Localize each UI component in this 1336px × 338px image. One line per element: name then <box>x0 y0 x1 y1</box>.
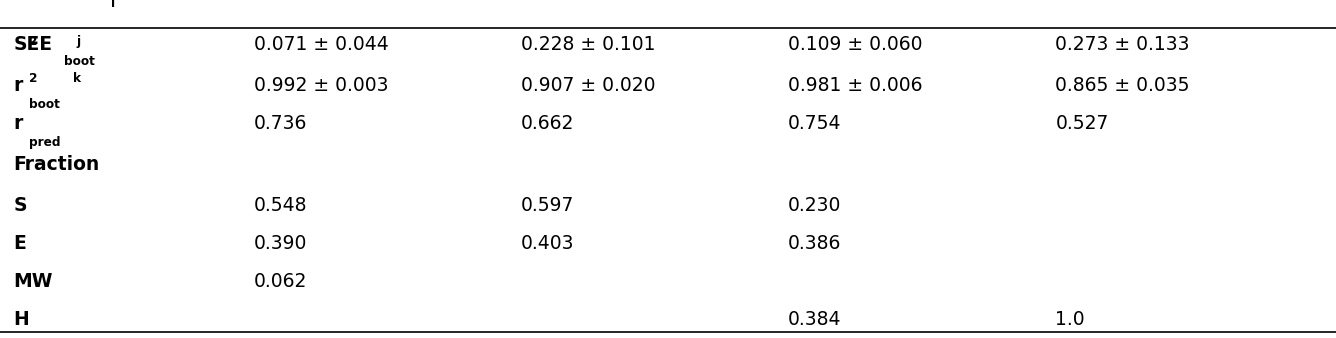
Text: j: j <box>76 34 80 48</box>
Text: boot: boot <box>64 55 95 68</box>
Text: 0.403: 0.403 <box>521 234 574 253</box>
Text: S: S <box>13 196 27 215</box>
Text: 0.384: 0.384 <box>788 310 842 329</box>
Text: 0.754: 0.754 <box>788 114 842 133</box>
Text: 2: 2 <box>29 34 37 48</box>
Text: 0.981 ± 0.006: 0.981 ± 0.006 <box>788 76 923 95</box>
Text: MW: MW <box>13 272 52 291</box>
Text: boot: boot <box>29 98 60 111</box>
Text: SEE: SEE <box>13 35 52 54</box>
Text: 0.386: 0.386 <box>788 234 842 253</box>
Text: 2: 2 <box>29 72 37 86</box>
Text: E: E <box>13 234 27 253</box>
Text: pred: pred <box>29 136 61 149</box>
Text: 0.230: 0.230 <box>788 196 842 215</box>
Text: H: H <box>13 310 29 329</box>
Text: 0.273 ± 0.133: 0.273 ± 0.133 <box>1055 35 1190 54</box>
Text: r: r <box>13 114 23 133</box>
Text: 0.548: 0.548 <box>254 196 307 215</box>
Text: 0.865 ± 0.035: 0.865 ± 0.035 <box>1055 76 1190 95</box>
Text: r: r <box>13 76 23 95</box>
Text: 0.071 ± 0.044: 0.071 ± 0.044 <box>254 35 389 54</box>
Text: 0.597: 0.597 <box>521 196 574 215</box>
Text: i: i <box>111 0 115 10</box>
Text: 0.907 ± 0.020: 0.907 ± 0.020 <box>521 76 656 95</box>
Text: k: k <box>73 72 81 86</box>
Text: 0.992 ± 0.003: 0.992 ± 0.003 <box>254 76 389 95</box>
Text: 0.228 ± 0.101: 0.228 ± 0.101 <box>521 35 656 54</box>
Text: 0.390: 0.390 <box>254 234 307 253</box>
Text: 1.0: 1.0 <box>1055 310 1085 329</box>
Text: 0.109 ± 0.060: 0.109 ± 0.060 <box>788 35 923 54</box>
Text: Fraction: Fraction <box>13 155 100 174</box>
Text: 0.662: 0.662 <box>521 114 574 133</box>
Text: 0.062: 0.062 <box>254 272 307 291</box>
Text: 0.736: 0.736 <box>254 114 307 133</box>
Text: 0.527: 0.527 <box>1055 114 1109 133</box>
